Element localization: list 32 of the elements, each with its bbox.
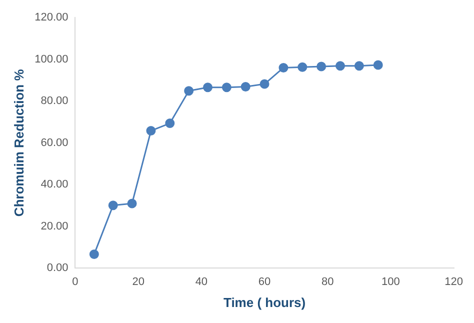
point bbox=[278, 62, 288, 72]
x-tick-label: 0 bbox=[72, 276, 78, 288]
x-axis-title: Time ( hours) bbox=[223, 294, 306, 310]
point bbox=[127, 198, 137, 208]
y-tick-label: 60.00 bbox=[40, 136, 68, 149]
y-tick-label: 0.00 bbox=[46, 262, 68, 274]
x-tick-label: 120 bbox=[444, 276, 464, 288]
point bbox=[222, 82, 232, 92]
x-tick-label: 20 bbox=[132, 276, 144, 288]
x-tick-label: 60 bbox=[258, 276, 271, 288]
point bbox=[240, 82, 250, 92]
point bbox=[202, 82, 212, 92]
y-tick-label: 40.00 bbox=[40, 178, 68, 191]
point bbox=[89, 249, 99, 259]
point bbox=[316, 62, 326, 72]
point bbox=[146, 126, 156, 136]
y-tick-label: 20.00 bbox=[40, 220, 68, 232]
point bbox=[184, 86, 194, 96]
y-tick-label: 120.00 bbox=[34, 12, 68, 24]
point bbox=[373, 60, 383, 70]
y-tick-label: 100.00 bbox=[34, 53, 68, 66]
y-axis-title: Chromuim Reduction % bbox=[11, 68, 26, 217]
point bbox=[336, 61, 345, 71]
point bbox=[260, 79, 270, 89]
point bbox=[165, 118, 175, 128]
x-tick-label: 80 bbox=[322, 276, 334, 288]
point bbox=[108, 200, 118, 210]
x-tick-label: 100 bbox=[382, 276, 400, 288]
x-tick-label: 40 bbox=[195, 276, 208, 288]
y-tick-label: 80.00 bbox=[40, 95, 68, 108]
point bbox=[298, 62, 308, 72]
point bbox=[354, 61, 364, 71]
